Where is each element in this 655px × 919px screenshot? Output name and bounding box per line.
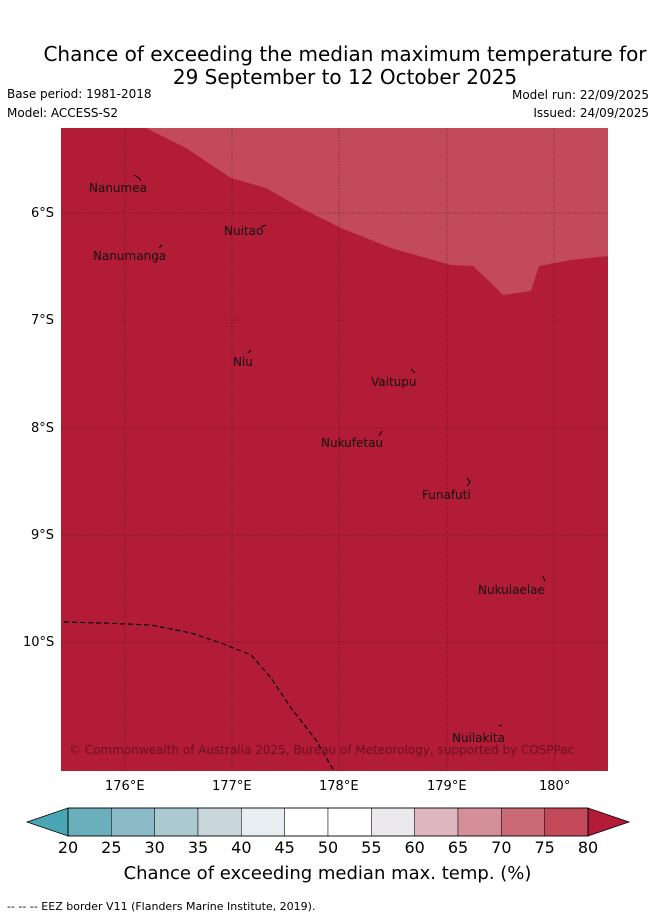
- model-run: Model run: 22/09/2025: [511, 88, 649, 102]
- island-shape-nanumanga: [158, 244, 163, 249]
- colorbar-tick-label: 55: [361, 838, 382, 857]
- copyright-notice: © Commonwealth of Australia 2025, Bureau…: [69, 743, 574, 757]
- island-label-funafuti: Funafuti: [422, 488, 471, 502]
- island-label-nuitao: Nuitao: [224, 224, 263, 238]
- colorbar-tick-label: 25: [101, 838, 122, 857]
- colorbar-tick-label: 40: [231, 838, 252, 857]
- colorbar-cell: [457, 807, 502, 837]
- graticule: [61, 128, 608, 771]
- colorbar-frame: [67, 807, 589, 837]
- lat-tick-8s: 8°S: [31, 421, 55, 436]
- lon-tick-178: 178°E: [319, 779, 359, 794]
- chart-title-line2: 29 September to 12 October 2025: [172, 65, 518, 89]
- colorbar-cell: [414, 807, 459, 837]
- colorbar-cell: [111, 807, 155, 837]
- lon-tick-177: 177°E: [212, 779, 252, 794]
- issued-date: Issued: 24/09/2025: [533, 106, 649, 120]
- island-shape-niu: [247, 349, 252, 354]
- lat-tick-6s: 6°S: [31, 206, 55, 221]
- eez-footer-note: -- -- -- EEZ border V11 (Flanders Marine…: [7, 900, 316, 913]
- island-shape-nukufetau: [378, 430, 383, 437]
- colorbar-cell: [284, 807, 329, 837]
- colorbar-tick-label: 30: [144, 838, 165, 857]
- colorbar-tick-label: 60: [404, 838, 425, 857]
- colorbar-cell: [241, 807, 285, 837]
- colorbar-tick-label: 70: [491, 838, 512, 857]
- colorbar-cell: [67, 807, 112, 837]
- lon-tick-180: 180°: [539, 779, 571, 794]
- colorbar-cell: [197, 807, 242, 837]
- colorbar-tick-label: 20: [57, 838, 79, 857]
- colorbar-extend-high: [587, 807, 631, 837]
- base-period: Base period: 1981-2018: [7, 87, 152, 101]
- colorbar-label: Chance of exceeding median max. temp. (%…: [123, 863, 532, 884]
- island-shape-nuilakita: [498, 724, 503, 727]
- colorbar-cell: [327, 807, 372, 837]
- island-label-nanumanga: Nanumanga: [93, 249, 166, 263]
- lat-tick-7s: 7°S: [31, 313, 55, 328]
- island-label-niu: Niu: [233, 355, 253, 369]
- island-label-vaitupu: Vaitupu: [371, 375, 417, 389]
- island-label-nuilakita: Nuilakita: [452, 731, 505, 745]
- islands: [133, 174, 546, 727]
- lat-tick-9s: 9°S: [31, 528, 55, 543]
- colorbar-tick-label: 50: [317, 838, 339, 857]
- colorbar-tick-label: 75: [534, 838, 555, 857]
- island-shape-vaitupu: [410, 368, 416, 374]
- island-label-nukufetau: Nukufetau: [321, 436, 383, 450]
- map-panel: Nanumea Nuitao Nanumanga Niu Vaitupu Nuk…: [61, 128, 608, 771]
- band-80: [61, 128, 608, 295]
- island-shape-nukulaelae: [542, 575, 546, 582]
- colorbar-cell: [544, 807, 589, 837]
- lon-tick-179: 179°E: [427, 779, 467, 794]
- colorbar-tick-label: 80: [577, 838, 599, 857]
- colorbar-cell: [371, 807, 415, 837]
- island-shape-nanumea: [133, 174, 142, 182]
- colorbar: [25, 807, 631, 837]
- colorbar-extend-low: [25, 807, 69, 837]
- island-shape-nuitao: [260, 224, 267, 228]
- colorbar-cell: [501, 807, 545, 837]
- island-label-nukulaelae: Nukulaelae: [478, 583, 545, 597]
- colorbar-tick-label: 65: [447, 838, 469, 857]
- chart-title-line1: Chance of exceeding the median maximum t…: [43, 42, 647, 66]
- colorbar-cells: [67, 807, 589, 837]
- map-svg: Nanumea Nuitao Nanumanga Niu Vaitupu Nuk…: [61, 128, 608, 771]
- lon-tick-176: 176°E: [105, 779, 145, 794]
- island-shape-funafuti: [466, 477, 471, 487]
- model-name: Model: ACCESS-S2: [7, 106, 119, 120]
- lat-tick-10s: 10°S: [23, 635, 55, 650]
- colorbar-cell: [154, 807, 199, 837]
- colorbar-tick-label: 45: [274, 838, 295, 857]
- colorbar-tick-label: 35: [187, 838, 209, 857]
- island-label-nanumea: Nanumea: [89, 181, 147, 195]
